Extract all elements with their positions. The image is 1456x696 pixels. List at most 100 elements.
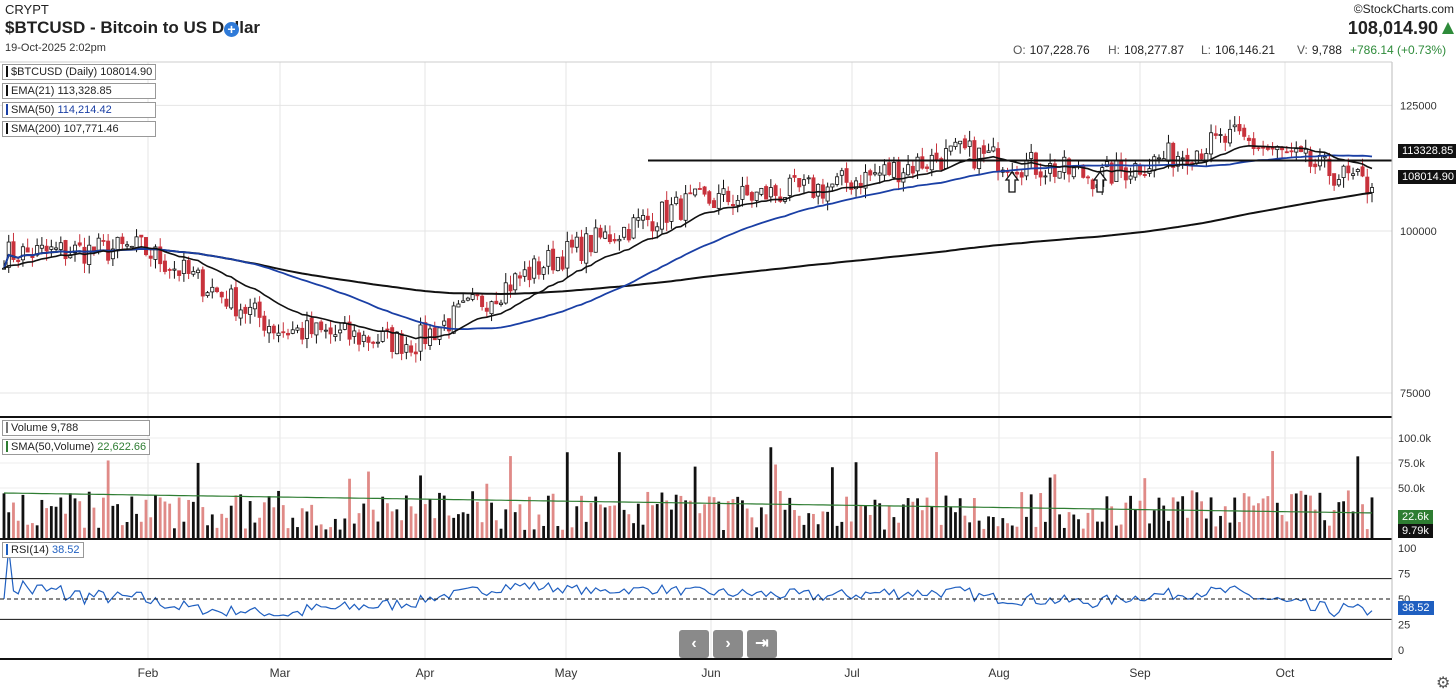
candle-body: [650, 221, 655, 232]
candle-body: [276, 332, 281, 337]
candle-body: [319, 321, 324, 331]
volume-bar: [722, 529, 725, 538]
candle-body: [759, 187, 764, 195]
legend-sma50[interactable]: SMA(50) 114,214.42: [2, 102, 157, 118]
volume-bar: [963, 515, 967, 538]
x-tick-label: May: [555, 666, 578, 680]
candle-body: [110, 248, 115, 260]
volume-bar: [49, 506, 53, 538]
volume-bar: [717, 501, 721, 538]
x-tick-label: Jul: [844, 666, 859, 680]
legend-sma200[interactable]: SMA(200) 107,771.46: [2, 121, 157, 137]
candle-body: [854, 180, 859, 190]
exchange-label: CRYPT: [5, 2, 49, 17]
volume-bar: [996, 526, 1000, 538]
volume-bar: [258, 517, 262, 538]
volume-bar: [196, 462, 200, 538]
volume-bar: [911, 501, 915, 538]
add-symbol-icon[interactable]: +: [224, 22, 239, 37]
rsi-tick-label: 25: [1398, 620, 1410, 632]
scroll-end-button[interactable]: ⇥: [747, 630, 777, 658]
volume-bar: [741, 500, 744, 538]
volume-bar: [1346, 490, 1350, 538]
candle-body: [522, 269, 527, 277]
volume-bar: [873, 499, 877, 538]
gear-icon[interactable]: ⚙: [1436, 675, 1451, 692]
candle-body: [309, 317, 314, 335]
volume-bar: [797, 515, 801, 538]
legend-vol-sma[interactable]: SMA(50,Volume) 22,622.66: [2, 439, 151, 455]
volume-bar: [1010, 525, 1014, 538]
volume-bar: [1138, 500, 1142, 538]
volume-bar: [551, 493, 555, 538]
candle-body: [953, 141, 958, 148]
candle-body: [1156, 157, 1161, 160]
volume-bar: [1223, 506, 1227, 538]
volume-bar: [239, 494, 243, 538]
volume-bar: [830, 467, 834, 538]
volume-bar: [906, 498, 910, 538]
volume-bar: [1029, 494, 1033, 538]
volume-bar: [319, 524, 323, 538]
candle-body: [451, 305, 456, 334]
volume-bar: [703, 504, 706, 538]
candle-body: [347, 321, 352, 340]
brand-logo[interactable]: ©StockCharts.com: [1353, 2, 1454, 16]
ohlc-high: H: 108,277.87: [1108, 43, 1185, 57]
volume-bar: [1204, 518, 1208, 538]
candle-body: [404, 344, 409, 353]
legend-rsi[interactable]: RSI(14) 38.52: [2, 542, 84, 558]
legend-volume[interactable]: Volume 9,788: [2, 420, 151, 436]
volume-bar: [262, 502, 266, 538]
volume-bar: [267, 496, 271, 538]
candle-body: [210, 286, 215, 293]
candle-body: [787, 177, 792, 196]
candle-body: [1085, 176, 1090, 179]
candle-body: [380, 330, 385, 342]
candle-body: [200, 269, 205, 297]
candle-body: [394, 331, 399, 355]
volume-bar: [452, 517, 456, 538]
volume-bar: [1114, 525, 1118, 538]
volume-bar: [125, 521, 129, 538]
scroll-left-button[interactable]: ‹: [679, 630, 709, 658]
candle-body: [588, 234, 593, 253]
candle-body: [181, 259, 186, 274]
candle-body: [910, 165, 915, 174]
legend-price[interactable]: $BTCUSD (Daily) 108014.90: [2, 64, 157, 80]
candle-body: [868, 170, 873, 176]
candle-body: [470, 294, 475, 300]
volume-bar: [897, 522, 901, 538]
volume-bar: [1370, 497, 1374, 538]
volume-bar: [1327, 525, 1331, 538]
volume-bar: [7, 512, 11, 538]
volume-bar: [1053, 474, 1057, 538]
volume-bar: [68, 493, 72, 538]
candle-body: [1128, 175, 1133, 180]
candle-body: [612, 239, 617, 242]
candle-body: [726, 190, 731, 203]
volume-bar: [1351, 511, 1355, 538]
candle-body: [361, 334, 366, 342]
volume-bar: [272, 507, 276, 538]
candle-body: [683, 193, 688, 221]
volume-bar: [1015, 526, 1019, 538]
volume-bar: [73, 498, 77, 538]
candle-body: [816, 183, 821, 197]
legend-ema21[interactable]: EMA(21) 113,328.85: [2, 83, 157, 99]
candle-body: [579, 236, 584, 261]
volume-bar: [210, 514, 214, 538]
vol-sma-value-tag: 22.6k: [1398, 510, 1433, 524]
candle-body: [2, 267, 7, 270]
candle-body: [811, 177, 816, 198]
scroll-right-button[interactable]: ›: [713, 630, 743, 658]
candle-body: [271, 325, 276, 334]
candle-body: [1038, 171, 1043, 178]
volume-bar: [935, 452, 938, 538]
candle-body: [830, 183, 835, 188]
volume-bar: [783, 509, 787, 538]
volume-bar: [499, 528, 503, 538]
candle-body: [1294, 148, 1299, 153]
candle-body: [238, 309, 243, 319]
